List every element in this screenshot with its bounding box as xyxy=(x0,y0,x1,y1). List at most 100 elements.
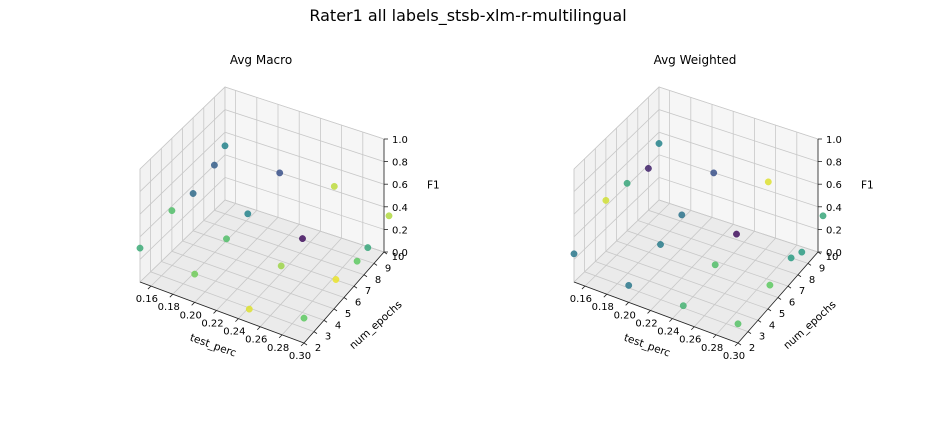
y-tick-label: 6 xyxy=(355,298,361,309)
scatter-point xyxy=(221,142,229,150)
figure-title: Rater1 all labels_stsb-xlm-r-multilingua… xyxy=(309,6,626,26)
y-tick-label: 8 xyxy=(809,275,815,286)
scatter-point xyxy=(623,179,631,187)
x-tick-label: 0.24 xyxy=(657,327,679,338)
y-tick-label: 2 xyxy=(315,343,321,354)
y-tick-label: 4 xyxy=(335,320,341,331)
z-axis-label: F1 xyxy=(427,180,440,192)
x-tick-label: 0.24 xyxy=(223,327,245,338)
y-tick-mark xyxy=(353,285,358,289)
scatter-point xyxy=(168,207,176,215)
scatter-point xyxy=(710,169,718,177)
grid-line xyxy=(139,86,385,170)
scatter-point xyxy=(602,196,610,204)
grid-line xyxy=(139,109,385,192)
x-tick-label: 0.16 xyxy=(136,294,158,305)
scatter-point xyxy=(276,169,284,177)
y-tick-label: 9 xyxy=(385,263,391,274)
grid-line xyxy=(573,131,819,215)
x-tick-mark xyxy=(690,326,695,331)
scatter-point xyxy=(679,302,687,310)
y-tick-label: 3 xyxy=(325,332,331,343)
y-tick-mark xyxy=(333,308,338,312)
scatter-point xyxy=(223,235,230,243)
x-tick-label: 0.18 xyxy=(158,302,180,313)
y-tick-mark xyxy=(737,342,742,346)
z-tick-label: 1.0 xyxy=(392,135,408,146)
y-tick-label: 5 xyxy=(345,309,351,320)
x-axis-line xyxy=(139,281,305,344)
scatter-point xyxy=(189,190,197,197)
grid-line xyxy=(573,154,819,238)
x-tick-label: 0.26 xyxy=(679,335,701,346)
x-tick-label: 0.20 xyxy=(614,310,636,321)
y-tick-mark xyxy=(807,263,812,266)
scatter-point xyxy=(655,140,663,147)
x-tick-mark xyxy=(300,342,305,347)
grid-line xyxy=(573,176,819,260)
grid-line xyxy=(139,131,385,215)
scatter-point xyxy=(300,314,308,322)
scatter-point xyxy=(277,262,285,270)
x-tick-label: 0.18 xyxy=(592,302,614,313)
x-tick-mark xyxy=(213,310,217,314)
z-tick-label: 0.0 xyxy=(826,248,842,259)
y-tick-mark xyxy=(303,342,308,346)
y-tick-mark xyxy=(747,331,752,334)
x-tick-mark xyxy=(256,326,261,331)
x-tick-label: 0.30 xyxy=(723,351,745,362)
scatter-point xyxy=(645,164,652,172)
scatter-point xyxy=(819,212,827,220)
scatter-point xyxy=(733,230,740,238)
y-tick-mark xyxy=(767,308,772,312)
x-tick-mark xyxy=(669,318,673,322)
z-tick-label: 0.8 xyxy=(826,158,842,169)
x-tick-mark xyxy=(647,310,651,314)
scatter-point xyxy=(136,244,144,252)
y-tick-mark xyxy=(777,297,782,300)
x-tick-mark xyxy=(734,342,739,347)
scatter-point xyxy=(657,241,664,248)
scatter-point xyxy=(332,276,340,283)
x-tick-label: 0.22 xyxy=(201,319,223,330)
x-axis-line xyxy=(573,281,739,344)
x-tick-label: 0.22 xyxy=(635,319,657,330)
y-tick-label: 10 xyxy=(826,252,839,263)
grid-line xyxy=(139,199,385,283)
grid-line xyxy=(139,154,385,238)
subplot-avg-macro: 0.160.180.200.220.240.260.280.30 23456789… xyxy=(136,53,440,362)
x-tick-label: 0.28 xyxy=(701,343,723,354)
scatter-point xyxy=(299,235,306,243)
scatter-point xyxy=(385,212,393,220)
x-tick-label: 0.20 xyxy=(180,310,202,321)
z-tick-label: 0.6 xyxy=(392,180,408,191)
scatter-point xyxy=(798,248,806,256)
scatter-point xyxy=(210,161,218,169)
y-tick-label: 4 xyxy=(769,320,775,331)
subplot-title: Avg Macro xyxy=(230,53,292,67)
scatter-point xyxy=(764,178,772,186)
x-tick-mark xyxy=(581,285,586,290)
y-tick-label: 8 xyxy=(375,275,381,286)
scatter-point xyxy=(353,257,361,265)
y-tick-mark xyxy=(797,274,802,278)
z-tick-label: 1.0 xyxy=(826,135,842,146)
scatter-point xyxy=(734,320,742,328)
scatter-point xyxy=(625,281,633,289)
y-tick-label: 3 xyxy=(759,332,765,343)
x-tick-label: 0.26 xyxy=(245,335,267,346)
x-tick-mark xyxy=(278,334,283,339)
scatter-point xyxy=(364,244,372,252)
x-tick-mark xyxy=(235,318,239,322)
y-tick-mark xyxy=(343,297,348,300)
scatter-point xyxy=(787,254,795,262)
z-tick-label: 0.8 xyxy=(392,158,408,169)
scatter-point xyxy=(711,261,719,269)
y-tick-label: 9 xyxy=(819,263,825,274)
y-tick-label: 2 xyxy=(749,343,755,354)
x-tick-label: 0.30 xyxy=(289,351,311,362)
grid-line xyxy=(139,176,385,260)
y-tick-mark xyxy=(757,319,762,323)
y-tick-mark xyxy=(363,274,368,278)
